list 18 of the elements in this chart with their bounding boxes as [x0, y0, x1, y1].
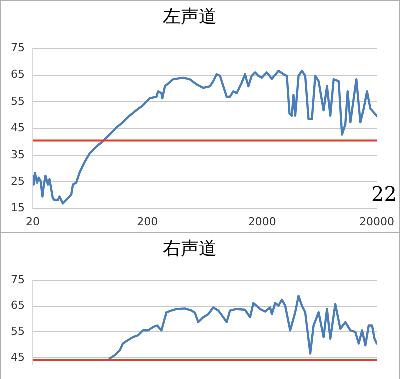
- y-tick-label: 35: [10, 148, 25, 162]
- y-tick-label: 15: [10, 202, 25, 215]
- y-tick-label: 75: [10, 273, 25, 286]
- x-tick-label: 200: [137, 215, 158, 228]
- x-tick-label: 20: [26, 215, 40, 228]
- chart-title: 右声道: [163, 238, 217, 260]
- x-tick-label: 2000: [248, 215, 276, 228]
- x-tick-label: 20000: [360, 215, 394, 228]
- y-tick-label: 65: [10, 299, 25, 312]
- y-tick-label: 45: [10, 122, 25, 135]
- y-tick-label: 75: [10, 41, 25, 54]
- y-tick-label: 55: [10, 325, 25, 338]
- annotation: 22: [372, 182, 397, 206]
- y-tick-label: 25: [10, 174, 25, 188]
- y-tick-label: 45: [10, 350, 25, 364]
- chart-title: 左声道: [163, 6, 217, 28]
- y-tick-label: 65: [10, 68, 25, 82]
- y-tick-label: 55: [10, 94, 25, 108]
